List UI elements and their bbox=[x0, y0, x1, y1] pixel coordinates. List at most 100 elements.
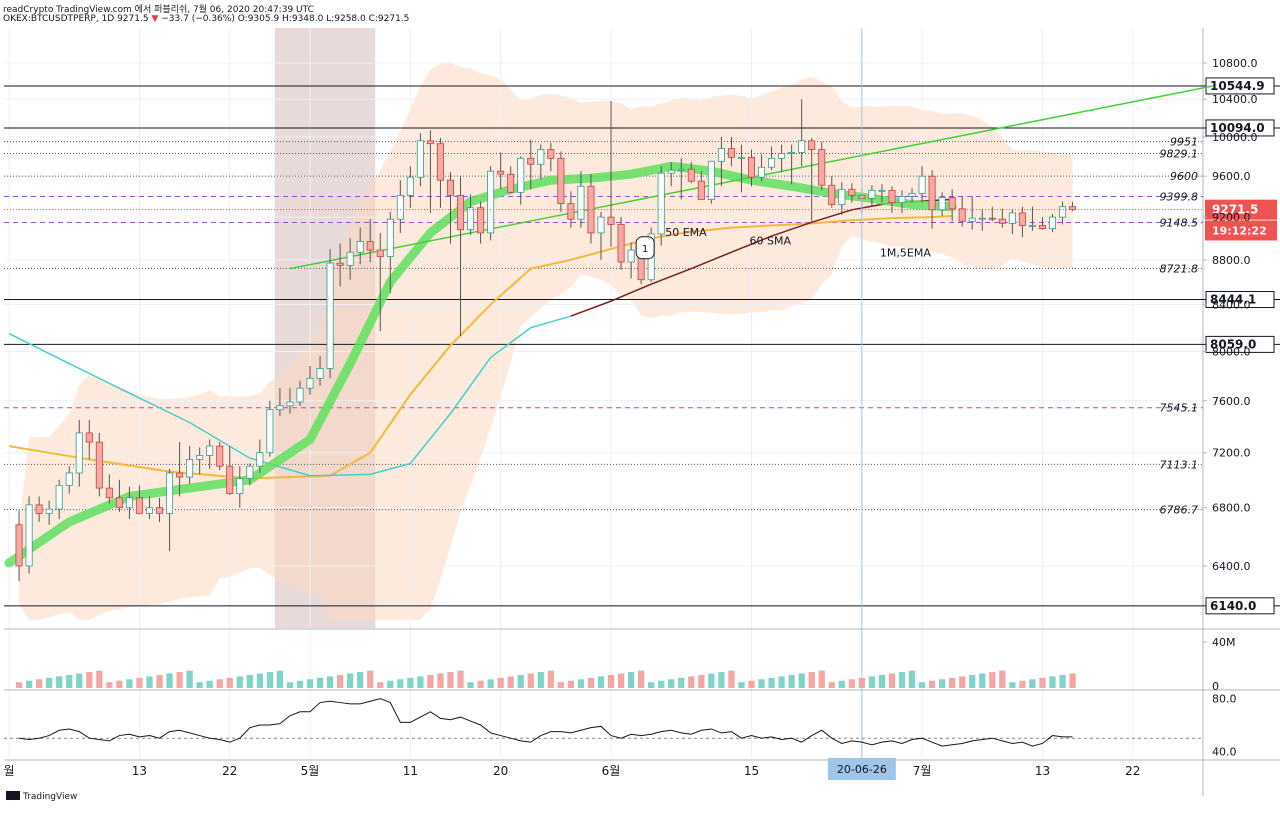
candle-body bbox=[928, 175, 936, 211]
candle-body bbox=[497, 170, 505, 175]
candle-body bbox=[145, 507, 153, 514]
volume-bar bbox=[256, 673, 263, 688]
volume-bar bbox=[76, 673, 83, 688]
symbol-name[interactable]: OKEX:BTCUSDTPERP, 1D bbox=[3, 14, 115, 24]
candle-body bbox=[236, 478, 244, 495]
volume-bar bbox=[176, 672, 183, 688]
price-tick-label: 8000.0 bbox=[1212, 345, 1251, 358]
candle-body bbox=[446, 179, 454, 196]
volume-bar bbox=[678, 677, 685, 688]
annotation-1m-5ema: 1M,5EMA bbox=[880, 247, 931, 260]
candle-body bbox=[346, 251, 354, 266]
volume-bar bbox=[638, 670, 645, 688]
candle-body bbox=[416, 140, 424, 178]
level-label: 8444.1 bbox=[1210, 293, 1256, 307]
series-50-ema bbox=[8, 215, 953, 480]
time-tick-label: 22 bbox=[222, 764, 237, 778]
candle-body bbox=[286, 401, 294, 407]
time-tick-label: 20 bbox=[493, 764, 508, 778]
candle-body bbox=[216, 445, 224, 467]
volume-bar bbox=[798, 673, 805, 688]
rsi-line bbox=[18, 698, 1073, 747]
volume-bar bbox=[316, 677, 324, 688]
series-line bbox=[8, 215, 953, 480]
volume-bar bbox=[25, 680, 33, 688]
volume-bar bbox=[688, 676, 695, 688]
candle-body bbox=[517, 157, 525, 193]
last-price-box bbox=[1205, 199, 1277, 220]
candle-body bbox=[477, 207, 485, 234]
price-tick-label: 7600.0 bbox=[1212, 395, 1251, 408]
candle-body bbox=[908, 192, 916, 197]
ohlc-values: O:9305.9 H:9348.0 L:9258.0 C:9271.5 bbox=[237, 14, 410, 24]
volume-bar bbox=[928, 680, 936, 688]
tradingview-logo[interactable]: TradingView bbox=[6, 791, 77, 802]
time-tick-label: 22 bbox=[1125, 764, 1140, 778]
candle-body bbox=[778, 153, 786, 159]
crosshair-date-label: 20-06-26 bbox=[837, 763, 887, 776]
volume-bar bbox=[959, 676, 966, 688]
volume-bar bbox=[898, 672, 906, 688]
candle-body bbox=[406, 176, 414, 196]
volume-bar bbox=[367, 670, 374, 688]
annotation-50-ema: 50 EMA bbox=[665, 226, 707, 239]
volume-bar bbox=[788, 674, 795, 688]
candle-body bbox=[818, 149, 826, 186]
volume-bar bbox=[708, 673, 715, 688]
candle-body bbox=[667, 169, 675, 174]
candle-body bbox=[898, 196, 906, 203]
candle-body bbox=[717, 148, 725, 162]
candle-body bbox=[938, 197, 946, 211]
candle-body bbox=[788, 152, 796, 154]
volume-bar bbox=[86, 672, 93, 688]
volume-bar bbox=[136, 677, 143, 688]
volume-bar bbox=[66, 674, 73, 688]
level-label: 10544.9 bbox=[1210, 79, 1265, 93]
time-tick-label: 5월 bbox=[301, 764, 320, 778]
candle-body bbox=[376, 249, 384, 257]
tradingview-logo-text: TradingView bbox=[23, 792, 78, 802]
candle-body bbox=[547, 149, 555, 159]
volume-bar bbox=[748, 680, 755, 688]
volume-bar bbox=[517, 674, 524, 688]
price-tick-label: 8800.0 bbox=[1212, 254, 1251, 267]
annotation-60-sma: 60 SMA bbox=[749, 235, 791, 248]
change-value: −33.7 (−0.36%) bbox=[161, 14, 235, 24]
volume-bar bbox=[818, 670, 825, 688]
symbol-legend[interactable]: OKEX:BTCUSDTPERP, 1D 9271.5 ▼ −33.7 (−0.… bbox=[3, 14, 409, 24]
volume-bar bbox=[597, 676, 605, 688]
volume-bar bbox=[457, 670, 464, 688]
volume-bar bbox=[206, 680, 213, 688]
crosshair-date-box bbox=[827, 758, 896, 780]
volume-bar bbox=[296, 680, 304, 688]
candle-body bbox=[366, 241, 374, 251]
price-tick-label: 6400.0 bbox=[1212, 560, 1251, 573]
annotation-callout-label: 1 bbox=[642, 244, 648, 255]
countdown-box bbox=[1205, 220, 1277, 241]
level-label: 8059.0 bbox=[1210, 337, 1256, 351]
candle-body bbox=[166, 472, 174, 514]
candle-body bbox=[95, 441, 103, 489]
level-label: 9600 bbox=[1170, 170, 1198, 183]
grid-lines bbox=[4, 28, 1203, 758]
candle-body bbox=[567, 203, 575, 220]
candle-body bbox=[135, 497, 143, 514]
candle-body bbox=[206, 445, 214, 456]
candle-body bbox=[727, 148, 735, 158]
level-label-box bbox=[1205, 77, 1275, 95]
volume-bar bbox=[617, 673, 625, 688]
time-axis: 월 13 22 5월 11 20 6월 15 7월 13 22 bbox=[3, 764, 1140, 778]
candle-body bbox=[507, 173, 515, 193]
candle-body bbox=[988, 217, 996, 220]
candle-body bbox=[808, 140, 816, 150]
candle-body bbox=[467, 207, 475, 231]
publish-line: readCrypto TradingView.com 에서 퍼블리쉬, 7월 0… bbox=[3, 5, 314, 15]
annotations: 50 EMA 60 SMA 1M,5EMA 1 bbox=[635, 226, 931, 260]
volume-bar bbox=[868, 676, 876, 688]
volume-bar bbox=[36, 679, 43, 688]
level-label: 7113.1 bbox=[1160, 458, 1199, 471]
candle-body bbox=[828, 184, 836, 206]
volume-bar bbox=[266, 672, 273, 688]
